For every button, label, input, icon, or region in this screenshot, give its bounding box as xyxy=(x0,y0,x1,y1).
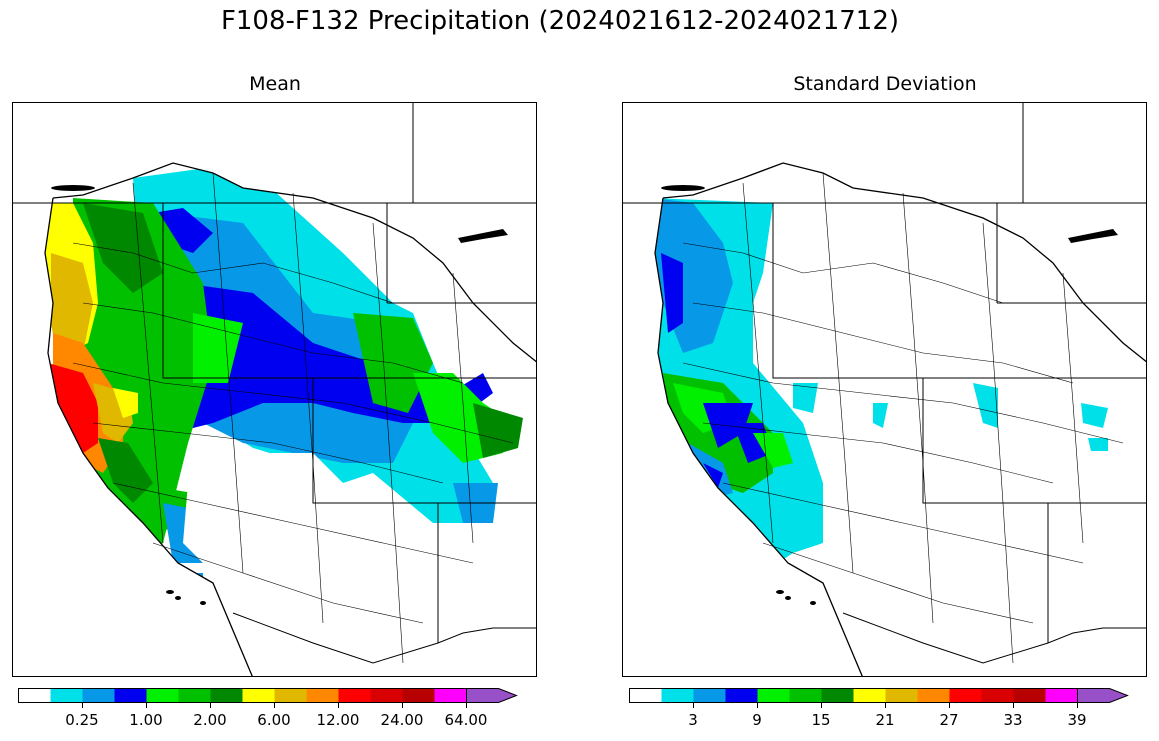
colorbar-segment xyxy=(1045,688,1078,703)
mean-borders xyxy=(13,103,536,664)
colorbar-tick-label: 24.00 xyxy=(380,711,424,729)
colorbar-tick-mark xyxy=(402,703,403,708)
colorbar-tick-label: 0.25 xyxy=(65,711,99,729)
colorbar-segment xyxy=(338,688,371,703)
colorbar-segment xyxy=(981,688,1014,703)
colorbar-tick-label: 21 xyxy=(875,711,895,729)
colorbar-segment xyxy=(242,688,275,703)
colorbar-segment xyxy=(693,688,726,703)
colorbar-tick-mark xyxy=(693,703,694,708)
colorbar-segment xyxy=(146,688,179,703)
colorbar-tick-mark xyxy=(821,703,822,708)
colorbar-tick-label: 1.00 xyxy=(129,711,163,729)
colorbar-tick-label: 12.00 xyxy=(316,711,360,729)
colorbar-segment xyxy=(306,688,339,703)
colorbar-tick-label: 33 xyxy=(1003,711,1023,729)
colorbar-segment xyxy=(402,688,435,703)
colorbar-segment xyxy=(82,688,115,703)
stddev-basin-lines xyxy=(682,172,1124,664)
mean-panel-title: Mean xyxy=(249,73,301,95)
colorbar-segment xyxy=(725,688,758,703)
colorbar-tick-label: 39 xyxy=(1067,711,1087,729)
colorbar-segment xyxy=(50,688,83,703)
colorbar-segment xyxy=(661,688,694,703)
colorbar-segment xyxy=(178,688,211,703)
colorbar-segment xyxy=(885,688,918,703)
colorbar-segment xyxy=(821,688,854,703)
colorbar-segment xyxy=(917,688,950,703)
stddev-colorbar xyxy=(629,688,1129,703)
colorbar-tick-label: 9 xyxy=(752,711,762,729)
colorbar-tick-mark xyxy=(949,703,950,708)
colorbar-extend-arrow xyxy=(1077,688,1129,703)
stddev-panel-title: Standard Deviation xyxy=(793,73,977,95)
colorbar-segment xyxy=(853,688,886,703)
colorbar-segment xyxy=(210,688,243,703)
colorbar-tick-mark xyxy=(466,703,467,708)
colorbar-segment xyxy=(18,688,51,703)
stddev-map xyxy=(622,102,1147,677)
colorbar-tick-mark xyxy=(146,703,147,708)
colorbar-tick-label: 27 xyxy=(939,711,959,729)
colorbar-segment xyxy=(1013,688,1046,703)
stddev-coast-features xyxy=(661,185,1118,605)
colorbar-tick-mark xyxy=(338,703,339,708)
mean-colorbar xyxy=(18,688,518,703)
colorbar-segment xyxy=(370,688,403,703)
colorbar-tick-mark xyxy=(1013,703,1014,708)
colorbar-segment xyxy=(274,688,307,703)
colorbar-tick-mark xyxy=(210,703,211,708)
colorbar-tick-label: 3 xyxy=(688,711,698,729)
colorbar-tick-label: 2.00 xyxy=(193,711,227,729)
stddev-borders xyxy=(623,103,1146,664)
mean-basin-lines xyxy=(72,172,514,664)
colorbar-tick-label: 6.00 xyxy=(257,711,291,729)
colorbar-segment xyxy=(434,688,467,703)
colorbar-segment xyxy=(949,688,982,703)
colorbar-tick-mark xyxy=(1077,703,1078,708)
colorbar-tick-label: 64.00 xyxy=(444,711,488,729)
mean-coast-features xyxy=(51,185,508,605)
colorbar-segment xyxy=(757,688,790,703)
colorbar-extend-arrow xyxy=(466,688,518,703)
colorbar-tick-mark xyxy=(885,703,886,708)
colorbar-segment xyxy=(789,688,822,703)
mean-map xyxy=(12,102,537,677)
figure-title: F108-F132 Precipitation (2024021612-2024… xyxy=(220,6,900,36)
colorbar-tick-mark xyxy=(82,703,83,708)
colorbar-tick-mark xyxy=(274,703,275,708)
colorbar-segment xyxy=(629,688,662,703)
colorbar-segment xyxy=(114,688,147,703)
colorbar-tick-label: 15 xyxy=(811,711,831,729)
colorbar-tick-mark xyxy=(757,703,758,708)
